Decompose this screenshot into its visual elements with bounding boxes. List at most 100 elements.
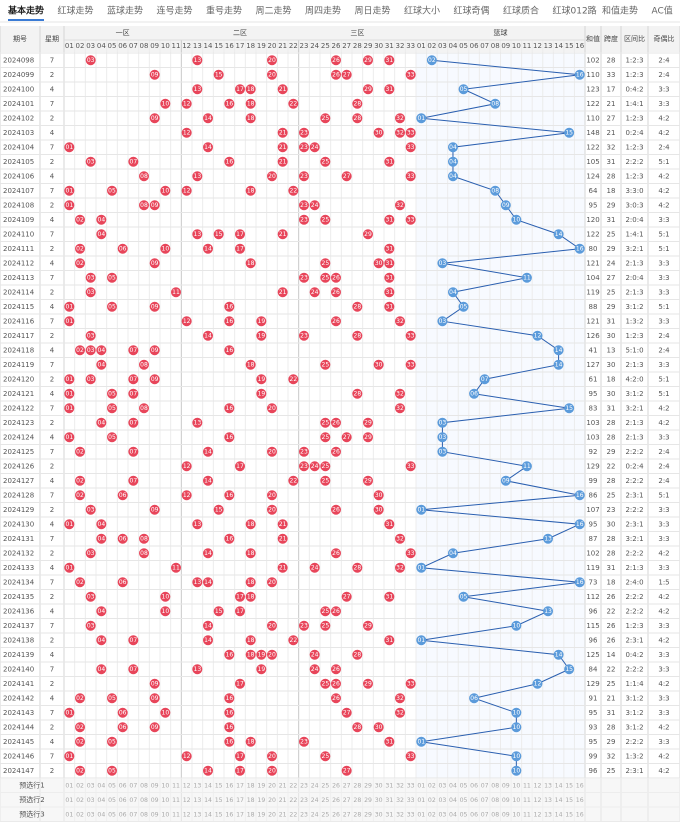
preselect-red[interactable]: 29 [364, 797, 372, 804]
preselect-blue[interactable]: 11 [523, 782, 531, 789]
preselect-blue[interactable]: 02 [428, 811, 436, 818]
preselect-blue[interactable]: 15 [565, 782, 573, 789]
preselect-red[interactable]: 04 [97, 811, 105, 818]
preselect-red[interactable]: 19 [257, 811, 265, 818]
preselect-red[interactable]: 32 [396, 811, 404, 818]
preselect-blue[interactable]: 03 [438, 782, 446, 789]
preselect-blue[interactable]: 10 [512, 811, 520, 818]
preselect-blue[interactable]: 13 [544, 797, 552, 804]
preselect-red[interactable]: 11 [172, 811, 180, 818]
preselect-blue[interactable]: 14 [555, 811, 563, 818]
preselect-blue[interactable]: 14 [555, 797, 563, 804]
preselect-red[interactable]: 23 [300, 782, 308, 789]
preselect-blue[interactable]: 03 [438, 811, 446, 818]
preselect-red[interactable]: 03 [87, 811, 95, 818]
preselect-blue[interactable]: 16 [576, 782, 584, 789]
preselect-red[interactable]: 28 [353, 811, 361, 818]
preselect-red[interactable]: 24 [311, 797, 319, 804]
preselect-red[interactable]: 32 [396, 797, 404, 804]
preselect-red[interactable]: 12 [183, 782, 191, 789]
preselect-red[interactable]: 05 [108, 811, 116, 818]
tab[interactable]: 红球质合 [503, 5, 539, 17]
preselect-red[interactable]: 06 [119, 782, 127, 789]
preselect-red[interactable]: 08 [140, 782, 148, 789]
preselect-red[interactable]: 31 [385, 797, 393, 804]
preselect-red[interactable]: 02 [76, 797, 84, 804]
preselect-blue[interactable]: 15 [565, 797, 573, 804]
preselect-red[interactable]: 33 [407, 797, 415, 804]
preselect-red[interactable]: 14 [204, 811, 212, 818]
preselect-blue[interactable]: 12 [534, 811, 542, 818]
preselect-red[interactable]: 30 [375, 782, 383, 789]
preselect-red[interactable]: 20 [268, 782, 276, 789]
preselect-red[interactable]: 07 [129, 797, 137, 804]
preselect-red[interactable]: 07 [129, 811, 137, 818]
preselect-blue[interactable]: 01 [417, 811, 425, 818]
preselect-blue[interactable]: 09 [502, 797, 510, 804]
preselect-blue[interactable]: 10 [512, 797, 520, 804]
preselect-red[interactable]: 29 [364, 782, 372, 789]
preselect-red[interactable]: 26 [332, 797, 340, 804]
preselect-blue[interactable]: 14 [555, 782, 563, 789]
preselect-red[interactable]: 25 [321, 811, 329, 818]
preselect-red[interactable]: 24 [311, 782, 319, 789]
preselect-red[interactable]: 31 [385, 811, 393, 818]
preselect-red[interactable]: 04 [97, 797, 105, 804]
preselect-red[interactable]: 25 [321, 782, 329, 789]
preselect-red[interactable]: 26 [332, 782, 340, 789]
preselect-red[interactable]: 15 [215, 797, 223, 804]
tab[interactable]: 周日走势 [355, 5, 391, 17]
tab[interactable]: 红球012路 [553, 5, 597, 17]
preselect-red[interactable]: 11 [172, 782, 180, 789]
preselect-red[interactable]: 02 [76, 811, 84, 818]
preselect-red[interactable]: 17 [236, 811, 244, 818]
tab[interactable]: 红球大小 [404, 5, 440, 17]
preselect-blue[interactable]: 16 [576, 811, 584, 818]
tab[interactable]: 红球走势 [58, 5, 94, 17]
preselect-red[interactable]: 27 [343, 811, 351, 818]
preselect-red[interactable]: 16 [225, 797, 233, 804]
preselect-red[interactable]: 03 [87, 797, 95, 804]
preselect-blue[interactable]: 08 [491, 797, 499, 804]
preselect-blue[interactable]: 06 [470, 811, 478, 818]
preselect-red[interactable]: 25 [321, 797, 329, 804]
preselect-red[interactable]: 17 [236, 797, 244, 804]
tab[interactable]: 重号走势 [206, 5, 242, 17]
preselect-red[interactable]: 20 [268, 797, 276, 804]
preselect-red[interactable]: 13 [193, 782, 201, 789]
preselect-blue[interactable]: 16 [576, 797, 584, 804]
preselect-blue[interactable]: 03 [438, 797, 446, 804]
preselect-red[interactable]: 27 [343, 797, 351, 804]
preselect-blue[interactable]: 12 [534, 782, 542, 789]
preselect-red[interactable]: 33 [407, 811, 415, 818]
tab[interactable]: 蓝球走势 [107, 5, 143, 17]
preselect-red[interactable]: 14 [204, 797, 212, 804]
preselect-blue[interactable]: 04 [449, 782, 457, 789]
preselect-red[interactable]: 12 [183, 797, 191, 804]
preselect-red[interactable]: 28 [353, 782, 361, 789]
preselect-red[interactable]: 06 [119, 811, 127, 818]
preselect-blue[interactable]: 05 [460, 797, 468, 804]
preselect-red[interactable]: 01 [65, 797, 73, 804]
preselect-red[interactable]: 22 [289, 811, 297, 818]
preselect-blue[interactable]: 07 [481, 811, 489, 818]
preselect-blue[interactable]: 05 [460, 782, 468, 789]
preselect-red[interactable]: 14 [204, 782, 212, 789]
preselect-red[interactable]: 23 [300, 811, 308, 818]
preselect-red[interactable]: 10 [161, 782, 169, 789]
preselect-blue[interactable]: 11 [523, 811, 531, 818]
preselect-red[interactable]: 09 [151, 797, 159, 804]
preselect-blue[interactable]: 09 [502, 782, 510, 789]
preselect-red[interactable]: 01 [65, 811, 73, 818]
preselect-red[interactable]: 16 [225, 811, 233, 818]
preselect-red[interactable]: 26 [332, 811, 340, 818]
preselect-blue[interactable]: 07 [481, 782, 489, 789]
preselect-blue[interactable]: 05 [460, 811, 468, 818]
preselect-red[interactable]: 05 [108, 797, 116, 804]
preselect-red[interactable]: 27 [343, 782, 351, 789]
preselect-red[interactable]: 22 [289, 797, 297, 804]
tab[interactable]: AC值 [652, 5, 673, 17]
preselect-blue[interactable]: 13 [544, 782, 552, 789]
preselect-red[interactable]: 19 [257, 797, 265, 804]
preselect-red[interactable]: 33 [407, 782, 415, 789]
